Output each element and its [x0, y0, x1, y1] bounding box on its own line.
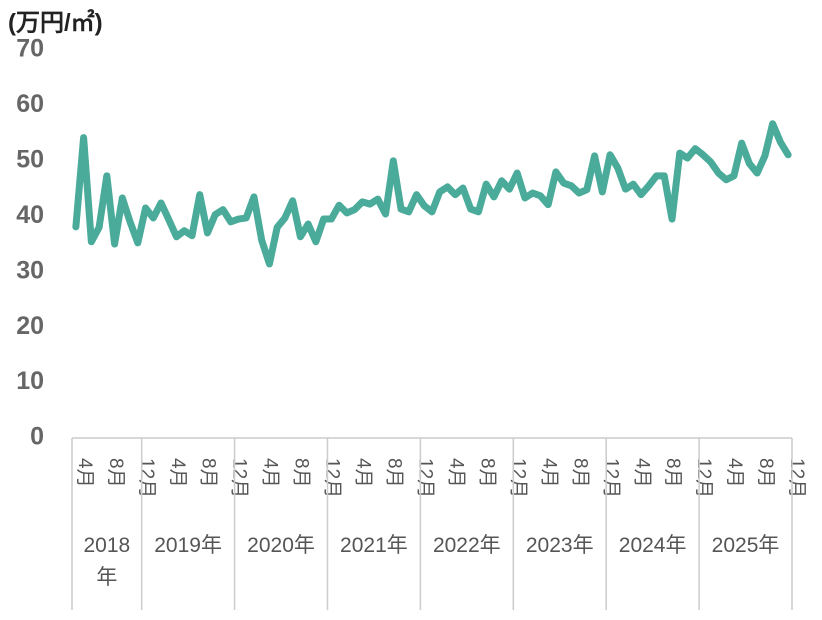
x-tick-label: 8月	[384, 458, 405, 488]
group-label: 2019年	[154, 534, 222, 557]
y-axis-label: (万円/㎡)	[8, 8, 103, 36]
x-tick-label: 12月	[322, 458, 343, 498]
group-label: 2020年	[247, 534, 315, 557]
group-label: 2022年	[432, 534, 501, 557]
group-label: 2025年	[711, 534, 780, 557]
x-tick-label: 4月	[724, 458, 745, 488]
x-tick-label: 4月	[445, 458, 466, 488]
x-tick-label: 12月	[600, 458, 621, 498]
y-tick-label: 50	[16, 145, 44, 173]
group-label: 2023年	[525, 534, 594, 557]
y-tick-label: 60	[16, 90, 44, 118]
x-tick-label: 8月	[569, 458, 590, 488]
x-tick-label: 12月	[229, 458, 250, 498]
x-tick-label: 4月	[260, 458, 281, 488]
x-tick-label: 12月	[136, 458, 157, 498]
x-tick-label: 8月	[662, 458, 683, 488]
x-tick-label: 8月	[291, 458, 312, 488]
group-label: 2024年	[618, 534, 687, 557]
x-tick-label: 4月	[631, 458, 652, 488]
y-tick-label: 0	[30, 423, 44, 451]
x-tick-label: 8月	[198, 458, 219, 488]
x-tick-label: 12月	[786, 458, 807, 498]
x-tick-label: 12月	[415, 458, 436, 498]
y-tick-label: 30	[16, 256, 44, 284]
x-tick-label: 4月	[353, 458, 374, 488]
y-tick-label: 20	[16, 312, 44, 340]
x-tick-label: 8月	[476, 458, 497, 488]
y-tick-label: 40	[16, 201, 44, 229]
group-label: 2021年	[340, 534, 408, 557]
x-tick-label: 8月	[755, 458, 776, 488]
line	[72, 120, 792, 268]
group-label: 2018年	[83, 534, 131, 589]
y-tick-label: 10	[16, 367, 44, 395]
x-tick-label: 8月	[105, 458, 126, 488]
x-tick-label: 12月	[507, 458, 528, 498]
y-tick-label: 70	[16, 35, 44, 63]
x-tick-label: 4月	[74, 458, 95, 488]
x-tick-label: 4月	[167, 458, 188, 488]
x-tick-label: 4月	[538, 458, 559, 488]
x-tick-label: 12月	[693, 458, 714, 498]
